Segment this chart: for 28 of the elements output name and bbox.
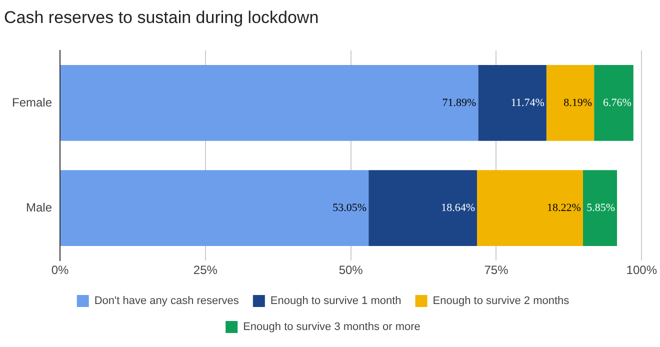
- bar: [60, 64, 478, 141]
- bar: [478, 64, 546, 141]
- data-label: 6.76%: [602, 96, 632, 109]
- x-tick-label: 75%: [484, 263, 509, 278]
- y-tick-label: Female: [12, 95, 52, 110]
- data-label: 5.85%: [586, 202, 615, 214]
- legend-label: Enough to survive 3 months or more: [243, 321, 420, 334]
- data-label: 53.05%: [332, 202, 367, 214]
- chart-title: Cash reserves to sustain during lockdown: [4, 8, 319, 27]
- bar: [546, 64, 594, 141]
- bar: [476, 170, 583, 246]
- x-tick-label: 25%: [193, 263, 218, 278]
- data-label: 71.89%: [442, 96, 476, 109]
- bar: [594, 64, 634, 141]
- x-tick-label: 100%: [626, 263, 658, 278]
- bar: [368, 170, 477, 246]
- data-label: 11.74%: [510, 96, 544, 109]
- legend-label: Enough to survive 2 months: [432, 295, 570, 308]
- x-tick-label: 0%: [51, 263, 70, 278]
- x-tick-label: 50%: [338, 263, 364, 278]
- bar: [582, 170, 617, 246]
- data-label: 18.22%: [547, 202, 581, 214]
- bar: [60, 170, 369, 246]
- data-label: 8.19%: [564, 96, 592, 109]
- y-tick-label: Male: [26, 200, 52, 214]
- legend-label: Don't have any cash reserves: [94, 295, 240, 308]
- data-label: 18.64%: [441, 202, 475, 214]
- legend-label: Enough to survive 1 month: [270, 295, 402, 308]
